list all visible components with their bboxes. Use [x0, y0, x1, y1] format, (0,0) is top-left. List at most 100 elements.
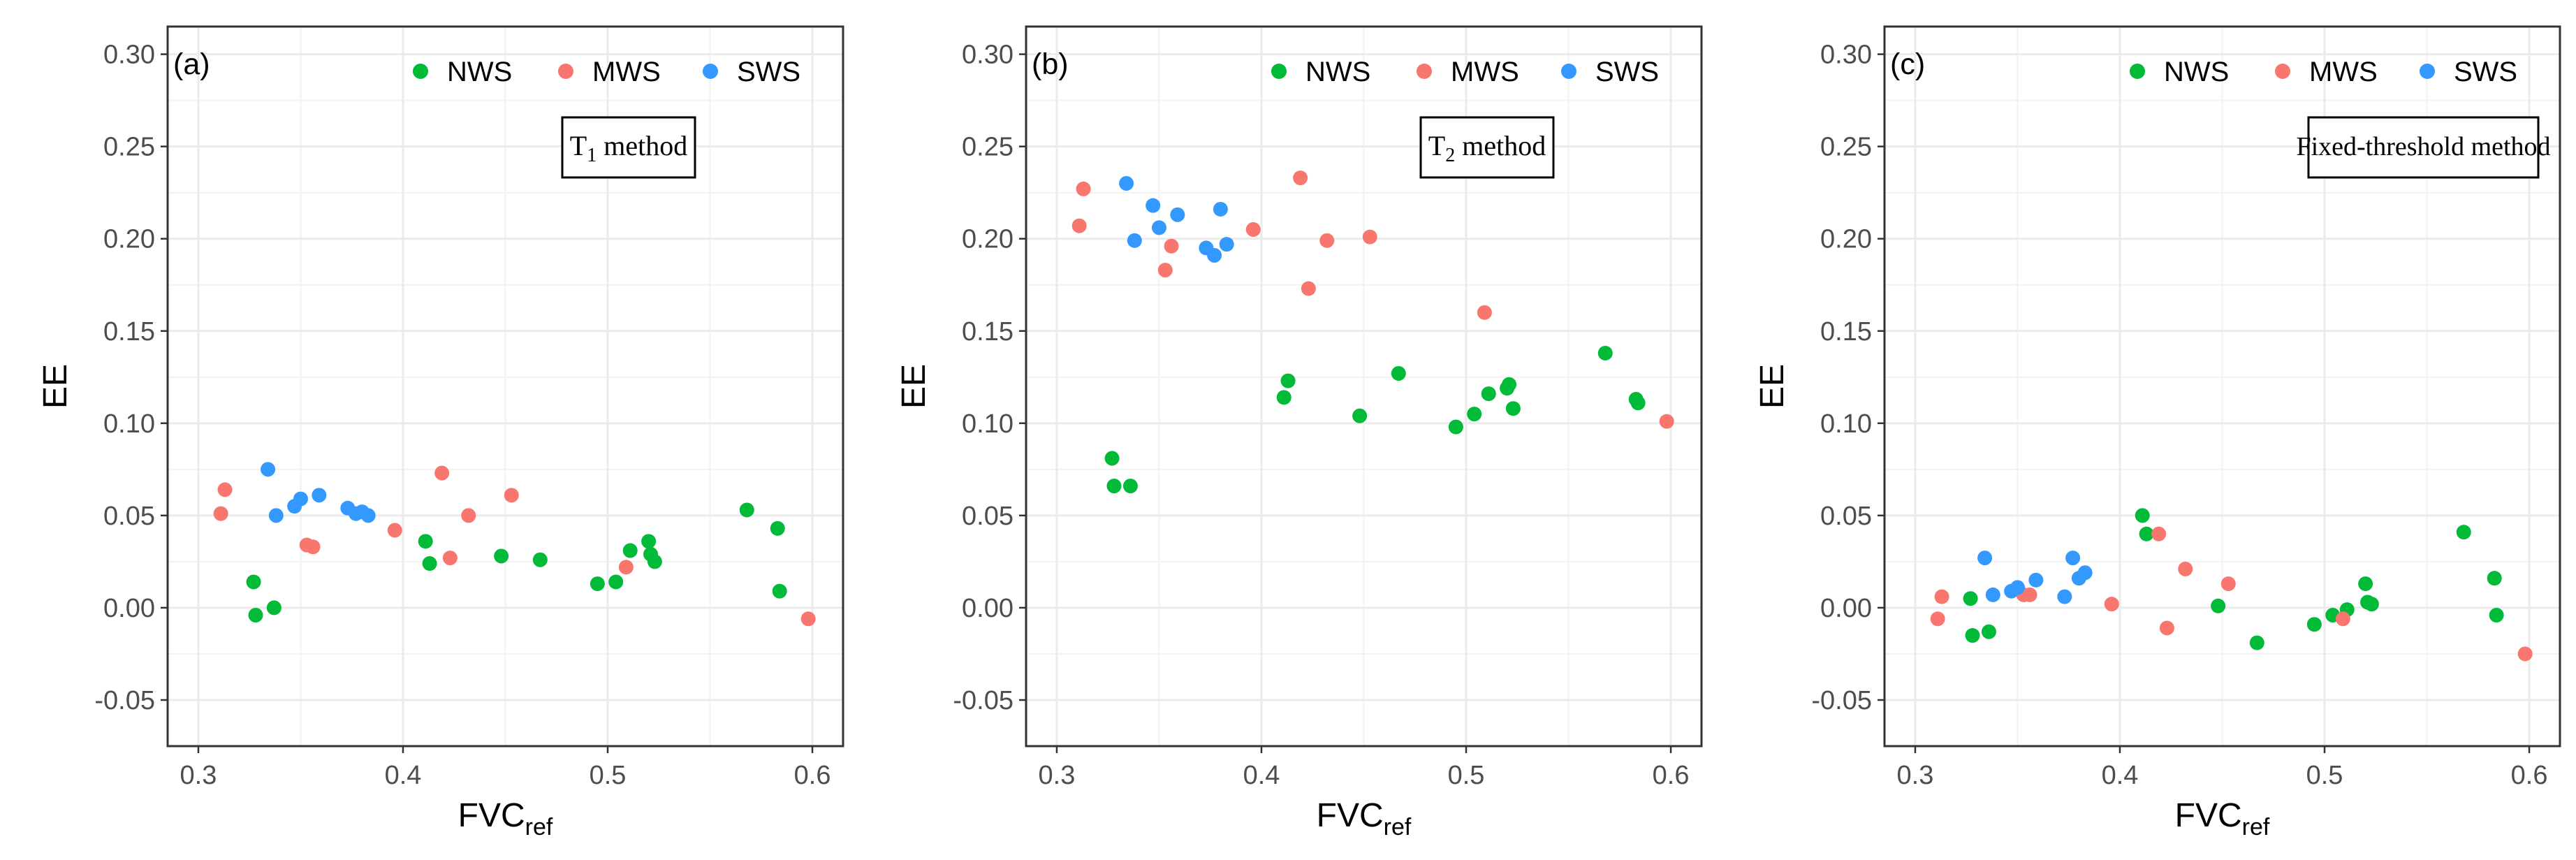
point-nws	[622, 543, 638, 558]
y-tick-label: 0.05	[962, 502, 1013, 531]
point-sws	[2010, 580, 2025, 595]
point-mws	[1157, 263, 1173, 278]
x-axis-title-main: FVC	[1317, 797, 1384, 834]
legend-label-nws: NWS	[447, 57, 512, 87]
y-tick-label: 0.15	[1820, 317, 1872, 347]
y-tick-label: 0.05	[103, 502, 155, 531]
x-tick-label: 0.3	[180, 761, 217, 790]
point-nws	[1963, 591, 1978, 606]
x-axis-title-sub: ref	[2242, 814, 2270, 840]
chart-panel-1: 0.3 0.4 0.5 0.6 -0.05 0.00 0.05 0.10 0.15 0.20 0.2…	[37, 25, 844, 840]
point-mws	[800, 611, 816, 627]
y-tick-label: 0.10	[962, 409, 1013, 439]
legend-label-sws: SWS	[2454, 57, 2517, 87]
x-tick-label: 0.6	[1653, 761, 1690, 790]
point-nws	[1505, 401, 1521, 416]
legend-label-sws: SWS	[1595, 57, 1659, 87]
point-nws	[1276, 390, 1291, 405]
y-tick-label: -0.05	[1811, 686, 1872, 715]
x-axis-title-sub: ref	[525, 814, 553, 840]
y-axis-title: EE	[37, 364, 74, 409]
point-nws	[590, 576, 605, 592]
method-label-rest: method	[597, 130, 687, 161]
method-label-main: T	[1428, 130, 1445, 161]
point-nws	[2139, 526, 2154, 541]
point-sws	[312, 488, 327, 503]
panel-label: (a)	[173, 48, 210, 81]
legend-label-mws: MWS	[2309, 57, 2378, 87]
x-axis-title-main: FVC	[458, 797, 525, 834]
data-points	[1930, 508, 2533, 662]
x-tick-label: 0.6	[794, 761, 831, 790]
x-tick-label: 0.4	[2102, 761, 2139, 790]
point-sws	[1985, 587, 2000, 602]
point-mws	[1362, 229, 1377, 245]
method-label-main: Fixed-threshold method	[2296, 132, 2550, 161]
point-mws	[1076, 181, 1091, 196]
point-nws	[246, 574, 261, 590]
y-tick-label: 0.25	[962, 133, 1013, 162]
point-nws	[1965, 628, 1980, 643]
method-label-sub: 2	[1445, 145, 1455, 166]
point-nws	[1391, 366, 1406, 381]
legend-marker-mws	[1417, 64, 1432, 79]
y-tick-label: 0.30	[1820, 41, 1872, 70]
point-sws	[1977, 551, 1993, 566]
point-mws	[213, 506, 228, 521]
y-tick-label: 0.15	[962, 317, 1013, 347]
method-label: Fixed-threshold method	[2296, 132, 2550, 161]
point-nws	[1106, 479, 1122, 494]
point-mws	[305, 539, 321, 555]
x-axis-title: FVCref	[458, 797, 553, 840]
legend-marker-sws	[1561, 64, 1576, 79]
legend-marker-nws	[1271, 64, 1287, 79]
y-tick-label: 0.10	[1820, 409, 1872, 439]
y-tick-label: 0.30	[103, 41, 155, 70]
y-tick-label: 0.10	[103, 409, 155, 439]
point-nws	[422, 556, 437, 571]
x-tick-label: 0.6	[2511, 761, 2548, 790]
point-mws	[618, 560, 634, 575]
point-nws	[1597, 345, 1613, 360]
legend-marker-nws	[413, 64, 428, 79]
point-sws	[1127, 233, 1142, 248]
method-box	[1419, 116, 1555, 179]
point-nws	[2358, 576, 2373, 592]
point-mws	[217, 482, 233, 497]
point-sws	[2077, 565, 2093, 581]
data-points	[213, 462, 816, 627]
point-nws	[532, 552, 548, 567]
point-sws	[1170, 207, 1185, 222]
plot-frame	[166, 25, 844, 748]
point-nws	[1981, 624, 1996, 639]
point-nws	[641, 534, 657, 549]
point-nws	[248, 607, 263, 622]
x-tick-label: 0.4	[1243, 761, 1280, 790]
point-mws	[2517, 646, 2533, 662]
legend: NWS MWS SWS	[1271, 57, 1659, 87]
y-tick-label: 0.20	[103, 225, 155, 254]
method-box	[2307, 116, 2540, 179]
point-nws	[2249, 635, 2264, 650]
point-mws	[1301, 281, 1316, 296]
plot-frame	[1883, 25, 2561, 748]
point-nws	[2489, 607, 2504, 622]
point-nws	[608, 574, 624, 590]
y-axis-title: EE	[1754, 364, 1791, 409]
chart-panel-2: 0.3 0.4 0.5 0.6 -0.05 0.00 0.05 0.10 0.15 0.20 0.2…	[895, 25, 1703, 840]
plot-frame	[1025, 25, 1703, 748]
point-mws	[2159, 620, 2174, 636]
legend-label-nws: NWS	[2164, 57, 2229, 87]
point-mws	[1477, 305, 1492, 320]
point-mws	[1930, 611, 1945, 627]
point-nws	[770, 520, 785, 536]
y-tick-label: 0.20	[962, 225, 1013, 254]
x-tick-label: 0.5	[2306, 761, 2343, 790]
point-mws	[2104, 597, 2119, 612]
legend-label-sws: SWS	[737, 57, 800, 87]
point-sws	[261, 462, 276, 477]
point-sws	[1219, 237, 1234, 252]
point-sws	[293, 491, 308, 506]
point-mws	[434, 465, 450, 481]
